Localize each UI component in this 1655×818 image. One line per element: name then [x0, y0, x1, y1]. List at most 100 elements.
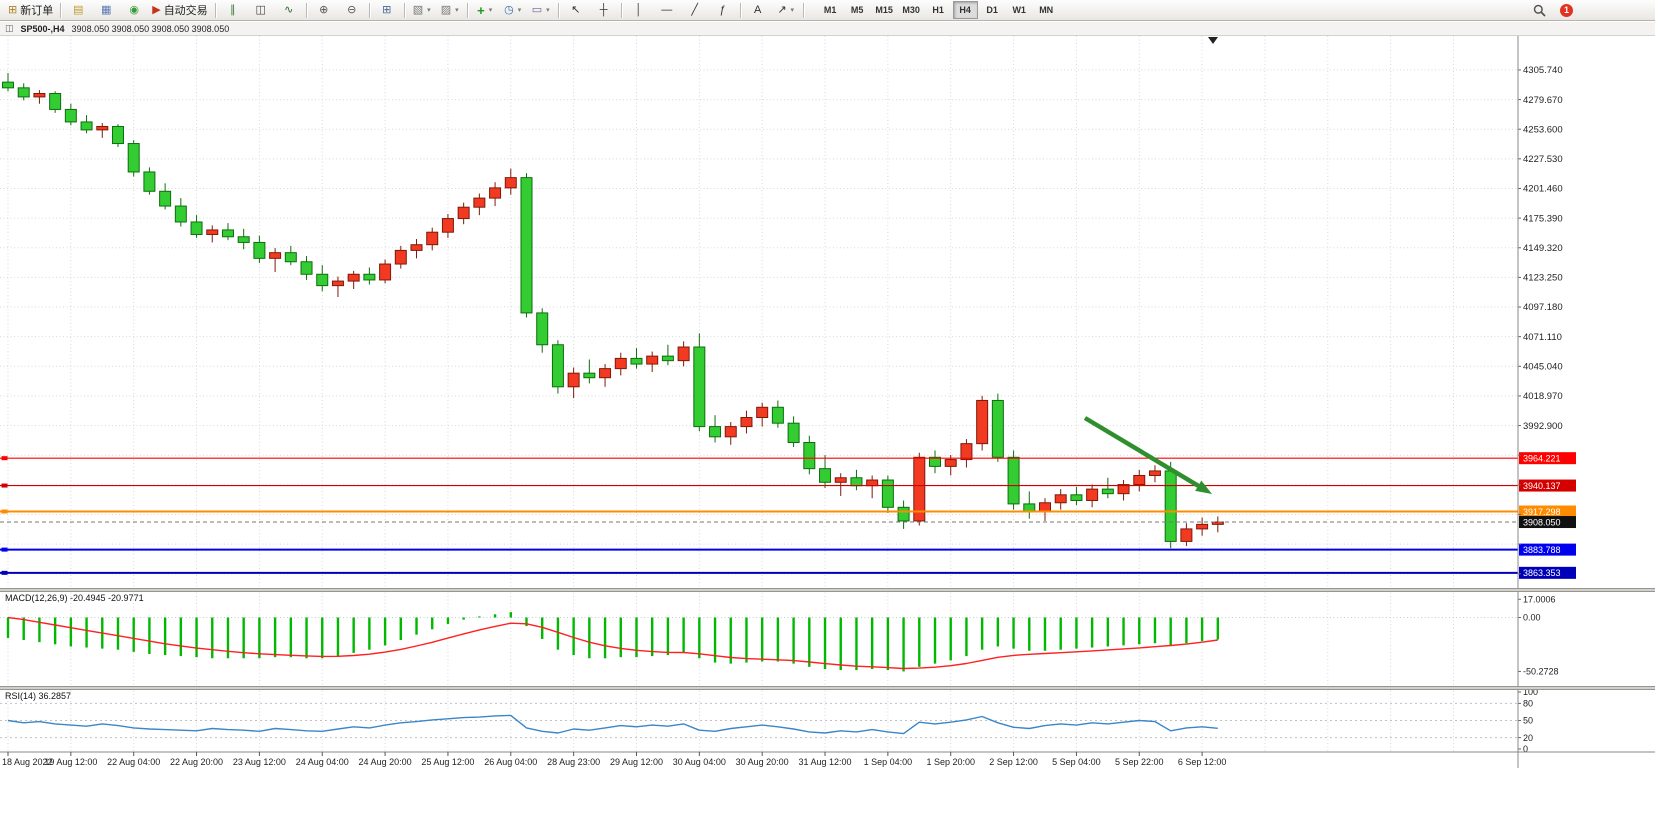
search-icon [1533, 4, 1546, 17]
new-order-button[interactable]: ⊞ 新订单 [4, 0, 57, 20]
svg-text:3940.137: 3940.137 [1523, 481, 1561, 491]
svg-text:3964.221: 3964.221 [1523, 454, 1561, 464]
bars-chart-icon: ∥ [229, 3, 236, 16]
profiles-button-dropdown[interactable]: ▾ [455, 7, 459, 14]
candle-body [630, 357, 643, 365]
time-axis-label: 24 Aug 04:00 [296, 757, 349, 767]
svg-text:-50.2728: -50.2728 [1523, 667, 1559, 677]
arrows-button[interactable]: ↗ ▾ [772, 0, 800, 20]
trendline-icon: ╱ [691, 3, 698, 16]
toolbar-right-area: 1 [1525, 0, 1573, 20]
fibonacci-icon: ƒ [719, 3, 726, 16]
candle-body [284, 252, 297, 263]
candlestick-chart-icon: ◫ [255, 3, 266, 16]
svg-text:4097.180: 4097.180 [1523, 302, 1563, 313]
indicators-button[interactable]: + ▾ [471, 0, 499, 20]
bars-chart-button[interactable]: ∥ [219, 0, 247, 20]
navigator-icon: ◉ [129, 3, 140, 16]
candle-body [1070, 494, 1083, 501]
trend-arrow[interactable] [1083, 416, 1200, 488]
arrows-button-dropdown[interactable]: ▾ [790, 7, 795, 14]
tile-windows-icon: ⊞ [382, 3, 392, 16]
candle-body [457, 206, 470, 220]
timeframe-m5[interactable]: M5 [850, 5, 864, 15]
candle-body [960, 443, 973, 461]
market-watch-button[interactable]: ▤ [64, 0, 92, 20]
svg-text:100: 100 [1523, 687, 1538, 697]
autotrading-button[interactable]: ▶ 自动交易 [148, 0, 211, 20]
new-chart-button-dropdown[interactable]: ▾ [427, 7, 431, 14]
timeframe-m1[interactable]: M1 [823, 5, 837, 15]
candle-body [1196, 523, 1209, 530]
time-axis-label: 22 Aug 04:00 [107, 757, 160, 767]
svg-text:17.0006: 17.0006 [1523, 594, 1556, 604]
horizontal-line-button[interactable]: — [653, 0, 681, 20]
cursor-button[interactable]: ↖ [562, 0, 590, 20]
crosshair-button[interactable]: ┼ [590, 0, 618, 20]
fibonacci-button[interactable]: ƒ [709, 0, 737, 20]
candle-body [174, 205, 187, 223]
autotrading-button-label: 自动交易 [163, 5, 208, 17]
trendline-button[interactable]: ╱ [681, 0, 709, 20]
time-axis-label: 1 Sep 20:00 [926, 757, 975, 767]
notification-badge[interactable]: 1 [1560, 3, 1573, 17]
svg-text:20: 20 [1523, 733, 1533, 743]
autotrading-icon: ▶ [152, 3, 161, 16]
candle-body [709, 426, 722, 438]
chart-symbol-period: SP500-,H4 [20, 23, 65, 34]
trend-arrow-head [1195, 480, 1212, 494]
new-order-icon: ⊞ [8, 3, 18, 16]
tile-windows-button[interactable]: ⊞ [373, 0, 401, 20]
candlestick-chart-button[interactable]: ◫ [247, 0, 275, 20]
panel-divider[interactable] [0, 588, 1655, 592]
chart-canvas[interactable]: 3964.221 3940.137 3917.298 3883.788 3863.353… [0, 22, 1655, 818]
timeframe-m15[interactable]: M15 [875, 5, 893, 15]
candle-body [96, 125, 109, 131]
navigator-button[interactable]: ◉ [120, 0, 148, 20]
periods-button[interactable]: ◷ ▾ [499, 0, 527, 20]
timeframe-m30[interactable]: M30 [902, 5, 920, 15]
data-window-button[interactable]: ▦ [92, 0, 120, 20]
periods-button-dropdown[interactable]: ▾ [517, 7, 522, 14]
candle-body [866, 479, 879, 487]
zoom-in-button[interactable]: ⊕ [310, 0, 338, 20]
profiles-button[interactable]: ▨ ▾ [436, 0, 464, 20]
timeframe-h1[interactable]: H1 [932, 5, 944, 15]
vertical-line-button[interactable]: │ [625, 0, 653, 20]
chart-title-strip: ◫ SP500-,H4 3908.050 3908.050 3908.050 3… [0, 22, 1655, 36]
candle-body [583, 372, 596, 379]
candle-body [17, 87, 30, 98]
line-chart-button[interactable]: ∿ [275, 0, 303, 20]
templates-button-dropdown[interactable]: ▾ [546, 7, 550, 14]
timeframe-h4[interactable]: H4 [952, 1, 978, 19]
candle-body [834, 477, 847, 483]
panel-divider[interactable] [0, 686, 1655, 690]
chart-window-icon: ◫ [5, 23, 14, 33]
candle-body [819, 468, 832, 483]
templates-button[interactable]: ▭ ▾ [527, 0, 555, 20]
new-chart-button[interactable]: ▧ ▾ [408, 0, 436, 20]
timeframe-mn[interactable]: MN [1039, 5, 1054, 15]
chart-shift-marker[interactable] [1208, 37, 1218, 44]
text-button[interactable]: A [744, 0, 772, 20]
candle-body [111, 125, 124, 145]
price-line-label [1519, 505, 1576, 518]
candlestick-series [2, 73, 1224, 549]
time-axis-label: 5 Sep 04:00 [1052, 757, 1101, 767]
zoom-out-button[interactable]: ⊖ [338, 0, 366, 20]
time-axis-label: 26 Aug 04:00 [484, 757, 537, 767]
current-price-label [1519, 516, 1576, 529]
candle-body [614, 357, 627, 370]
timeframe-d1[interactable]: D1 [986, 5, 998, 15]
candle-body [410, 244, 423, 251]
timeframe-w1[interactable]: W1 [1012, 5, 1026, 15]
indicators-button-dropdown[interactable]: ▾ [488, 7, 493, 14]
time-axis-label: 25 Aug 12:00 [421, 757, 474, 767]
svg-text:0: 0 [1523, 744, 1528, 754]
time-axis-label: 29 Aug 12:00 [610, 757, 663, 767]
candle-body [677, 346, 690, 362]
search-button[interactable] [1525, 0, 1553, 20]
line-anchor-marker [1, 570, 8, 575]
time-axis-label: 6 Sep 12:00 [1178, 757, 1227, 767]
